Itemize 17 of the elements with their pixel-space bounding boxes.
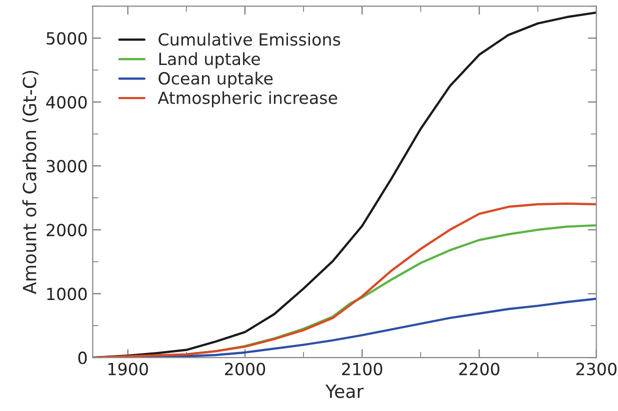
legend-label: Cumulative Emissions (158, 32, 340, 46)
y-tick-label: 4000 (46, 96, 87, 109)
y-axis-title: Amount of Carbon (Gt-C) (22, 70, 38, 294)
legend-label: Ocean uptake (158, 72, 273, 88)
y-tick-label: 0 (78, 352, 87, 364)
y-tick-label: 3000 (46, 160, 87, 172)
legend-label: Atmospheric increase (158, 91, 338, 108)
x-axis-title: Year (325, 384, 364, 398)
x-tick-label: 2100 (342, 362, 382, 376)
x-tick-label: 1900 (108, 362, 148, 376)
y-tick-label: 1000 (47, 288, 87, 300)
x-tick-label: 2300 (576, 362, 616, 376)
y-tick-label: 5000 (46, 32, 87, 45)
x-tick-label: 2200 (459, 362, 500, 376)
x-tick-label: 2000 (224, 362, 266, 376)
legend-label: Land uptake (159, 52, 260, 68)
y-tick-label: 2000 (46, 224, 87, 236)
